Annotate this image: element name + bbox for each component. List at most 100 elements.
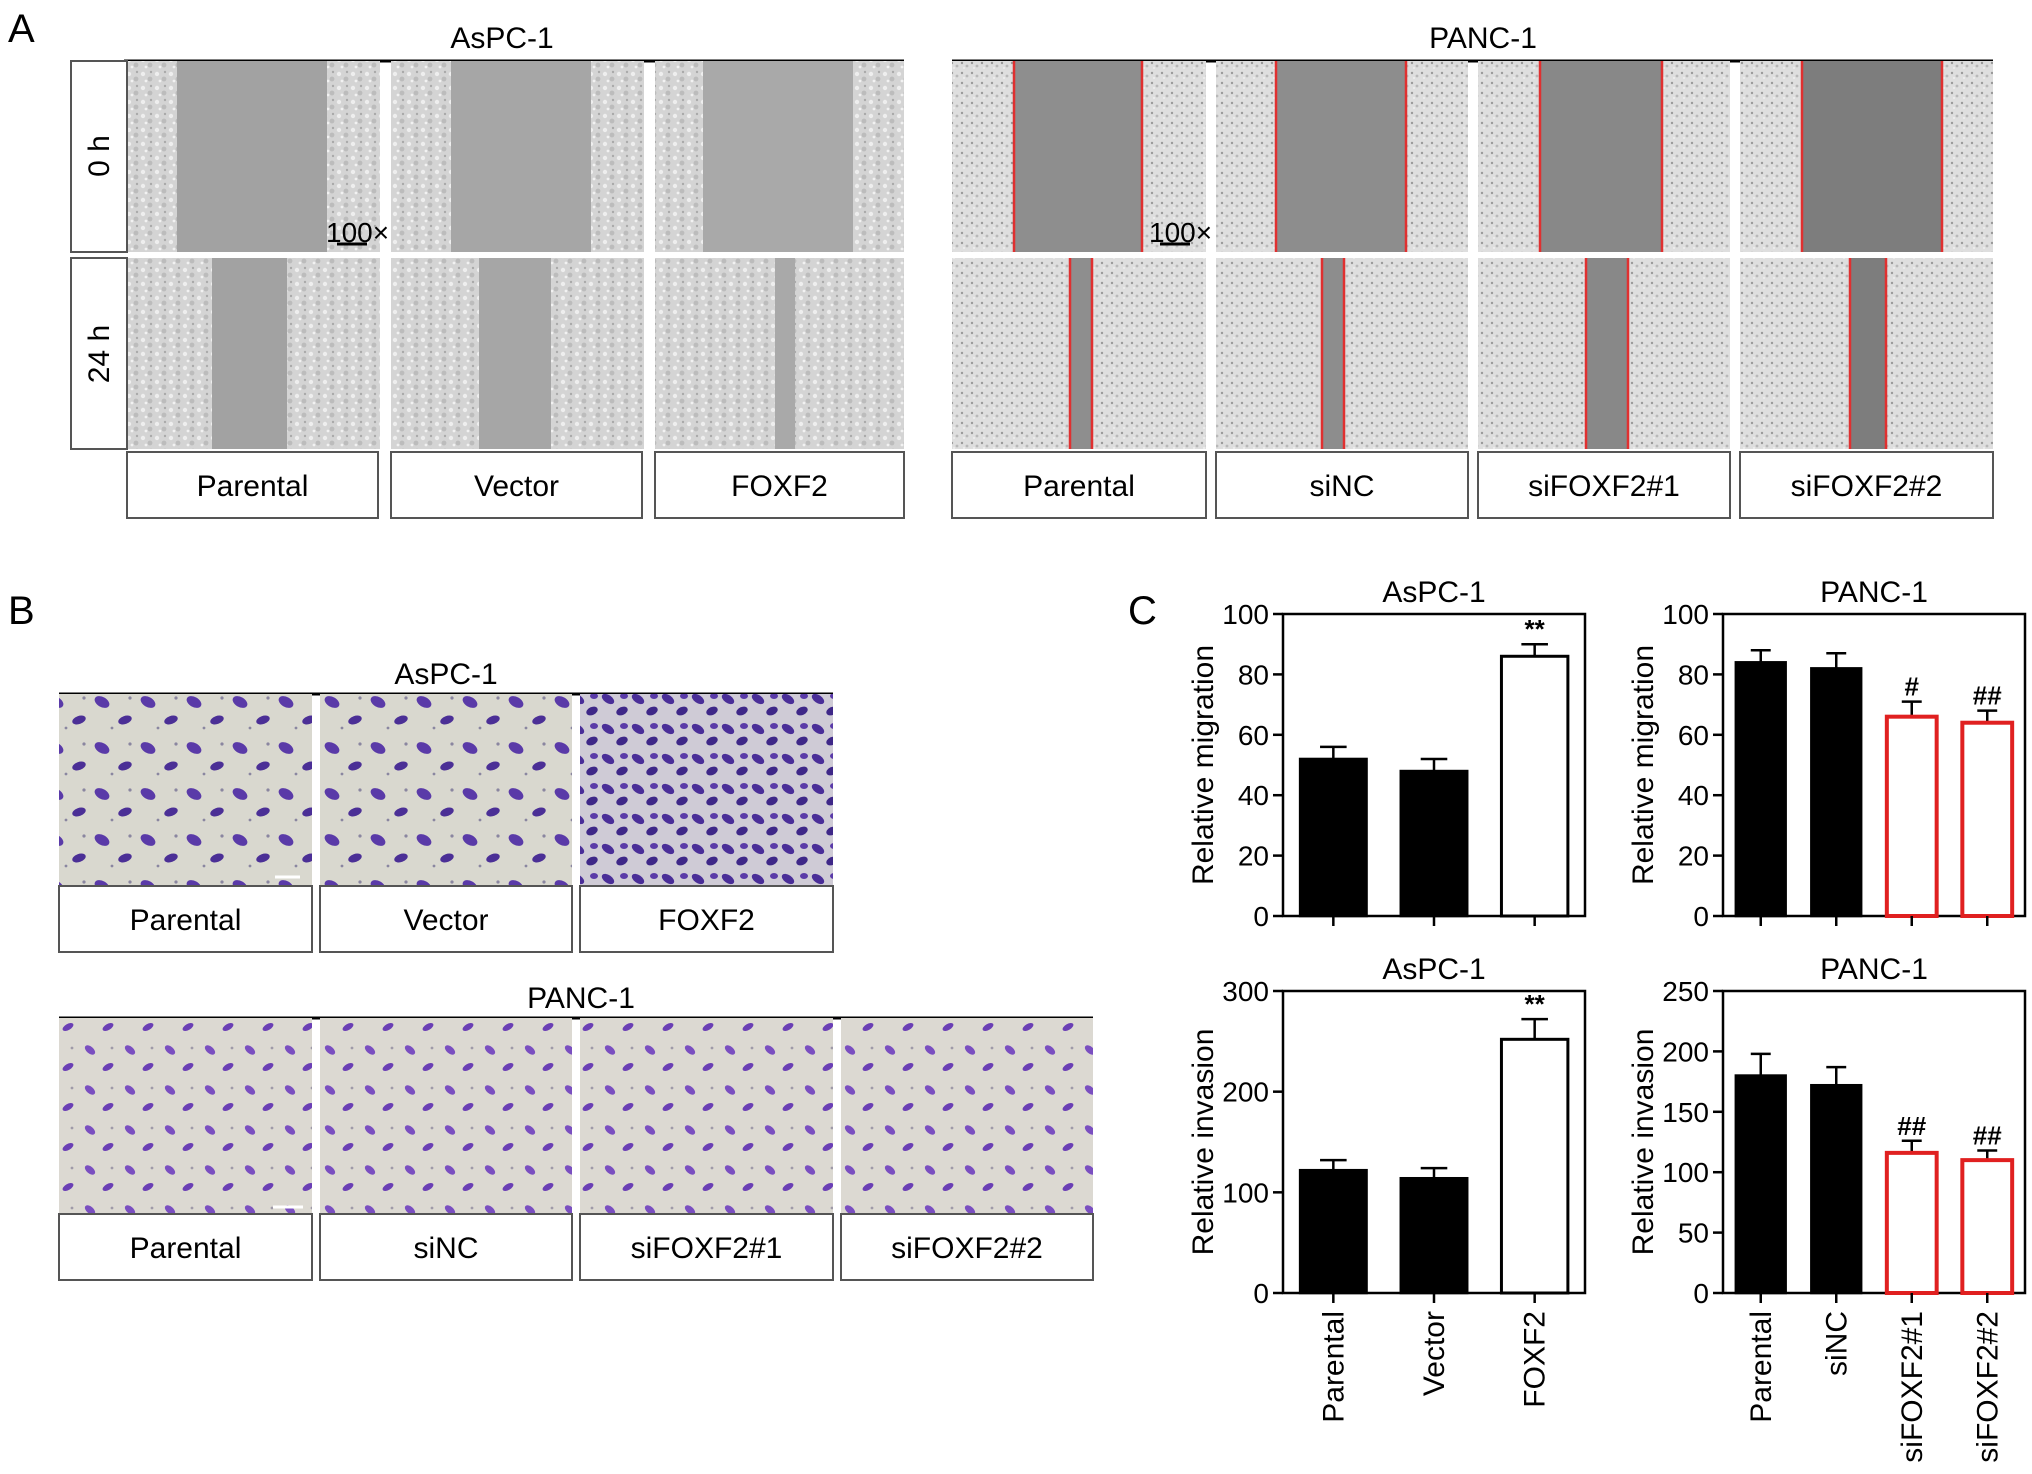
bar-3-1 [1810, 1083, 1863, 1295]
panel-a-micrographs [127, 61, 1993, 449]
label-box-b-panc1_groups-0 [58, 1213, 313, 1281]
label-box-a-aspc1_groups-1 [390, 451, 643, 519]
bar-0-1 [1399, 769, 1469, 918]
chart-title-1: PANC-1 [1820, 576, 1928, 609]
label-box-a-aspc1_groups-2 [654, 451, 905, 519]
scratch-image-panc1-2-0h [1478, 61, 1730, 252]
transwell-image-aspc1-0 [59, 694, 312, 886]
scratch-image-aspc1-2-0h [655, 61, 904, 252]
panel-b-aspc1-title: AsPC-1 [394, 658, 497, 691]
bar-3-3 [1960, 1158, 2015, 1295]
bar-2-2 [1499, 1037, 1570, 1295]
row-label-box-24h [70, 257, 128, 450]
significance-0-2: ** [1525, 614, 1546, 644]
x-tick-label-3-3: siFOXF2#2 [1971, 1311, 2004, 1463]
y-tick-label-1-3: 60 [1678, 720, 1709, 751]
chart-title-3: PANC-1 [1820, 953, 1928, 986]
y-tick-label-3-4: 200 [1662, 1036, 1709, 1067]
panel-letter-b: B [8, 589, 35, 633]
transwell-image-panc1-1 [320, 1018, 572, 1214]
transwell-image-panc1-2 [580, 1018, 833, 1214]
transwell-image-panc1-3 [841, 1018, 1093, 1214]
bar-chart-0: AsPC-1 Relative migration 0 20 40 60 80 100 ** [1187, 576, 1587, 932]
group-label-a-panc1_groups-0: Parental [1023, 470, 1135, 503]
scratch-image-panc1-1-0h [1216, 61, 1468, 252]
scratch-image-aspc1-0-0h [127, 61, 380, 252]
row-label-24h: 24 h [83, 325, 116, 383]
label-box-a-panc1_groups-2 [1477, 451, 1731, 519]
scale-text-aspc1: 100× [326, 217, 389, 248]
scratch-image-panc1-1-24h [1216, 258, 1468, 449]
scratch-image-aspc1-2-24h [655, 258, 904, 449]
group-label-b-aspc1_groups-0: Parental [130, 904, 242, 937]
panel-a-aspc1-title: AsPC-1 [450, 22, 553, 55]
significance-2-2: ** [1525, 989, 1546, 1019]
chart-frame-1 [1721, 612, 2027, 918]
label-box-b-panc1_groups-2 [579, 1213, 834, 1281]
y-tick-label-0-0: 0 [1253, 901, 1269, 932]
scale-text-panc1: 100× [1149, 217, 1212, 248]
label-box-a-panc1_groups-0 [951, 451, 1207, 519]
scratch-image-panc1-3-0h [1740, 61, 1993, 252]
bar-2-1 [1399, 1176, 1469, 1295]
chart-ylabel-0: Relative migration [1187, 645, 1220, 885]
scratch-image-aspc1-1-24h [391, 258, 644, 449]
label-box-a-panc1_groups-1 [1215, 451, 1469, 519]
label-box-b-panc1_groups-3 [840, 1213, 1094, 1281]
scratch-image-aspc1-1-0h [391, 61, 644, 252]
group-label-a-panc1_groups-1: siNC [1310, 470, 1375, 503]
y-tick-label-2-2: 200 [1222, 1077, 1269, 1108]
label-box-b-aspc1_groups-2 [579, 885, 834, 953]
transwell-image-aspc1-2 [580, 694, 833, 886]
group-label-b-panc1_groups-0: Parental [130, 1232, 242, 1265]
group-label-a-panc1_groups-3: siFOXF2#2 [1791, 470, 1943, 503]
significance-3-3: ## [1973, 1120, 2002, 1150]
bar-0-2 [1499, 654, 1570, 918]
label-box-a-panc1_groups-3 [1739, 451, 1994, 519]
group-label-a-aspc1_groups-2: FOXF2 [731, 470, 828, 503]
x-tick-label-3-0: Parental [1745, 1311, 1778, 1423]
bar-3-0 [1734, 1074, 1787, 1295]
label-box-b-aspc1_groups-1 [319, 885, 573, 953]
chart-ylabel-1: Relative migration [1627, 645, 1660, 885]
y-tick-label-3-0: 0 [1693, 1278, 1709, 1309]
panel-b-panc1-title: PANC-1 [527, 982, 635, 1015]
bar-2-0 [1298, 1168, 1368, 1295]
bar-1-2 [1884, 714, 1939, 918]
panel-c-charts: AsPC-1 Relative migration 0 20 40 60 80 100 ** PA… [1187, 576, 2027, 1463]
y-tick-label-1-4: 80 [1678, 659, 1709, 690]
row-label-box-0h [70, 60, 128, 253]
y-tick-label-3-1: 50 [1678, 1218, 1709, 1249]
panel-a-panc1-title: PANC-1 [1429, 22, 1537, 55]
bar-1-0 [1734, 661, 1787, 918]
group-label-b-panc1_groups-3: siFOXF2#2 [891, 1232, 1043, 1265]
bar-1-3 [1960, 720, 2015, 918]
bar-chart-2: AsPC-1 Relative invasion 0 100 200 300 Parenta… [1187, 953, 1587, 1423]
chart-title-0: AsPC-1 [1382, 576, 1485, 609]
x-tick-label-2-2: FOXF2 [1519, 1311, 1552, 1408]
x-tick-label-2-1: Vector [1418, 1311, 1451, 1396]
panel-letter-a: A [8, 7, 35, 51]
y-tick-label-3-2: 100 [1662, 1157, 1709, 1188]
scratch-image-panc1-3-24h [1740, 258, 1993, 449]
scratch-image-panc1-0-0h [952, 61, 1206, 252]
y-tick-label-0-4: 80 [1238, 659, 1269, 690]
significance-1-3: ## [1973, 681, 2002, 711]
group-label-b-aspc1_groups-2: FOXF2 [658, 904, 755, 937]
y-tick-label-0-5: 100 [1222, 599, 1269, 630]
bar-3-2 [1884, 1150, 1939, 1295]
chart-frame-3 [1721, 989, 2027, 1295]
group-label-b-panc1_groups-2: siFOXF2#1 [631, 1232, 783, 1265]
y-tick-label-1-2: 40 [1678, 780, 1709, 811]
label-box-a-aspc1_groups-0 [126, 451, 379, 519]
y-tick-label-2-0: 0 [1253, 1278, 1269, 1309]
significance-3-2: ## [1897, 1111, 1926, 1141]
y-tick-label-3-5: 250 [1662, 976, 1709, 1007]
y-tick-label-2-1: 100 [1222, 1177, 1269, 1208]
transwell-image-aspc1-1 [320, 694, 572, 886]
y-tick-label-2-3: 300 [1222, 976, 1269, 1007]
y-tick-label-0-2: 40 [1238, 780, 1269, 811]
group-label-b-panc1_groups-1: siNC [414, 1232, 479, 1265]
